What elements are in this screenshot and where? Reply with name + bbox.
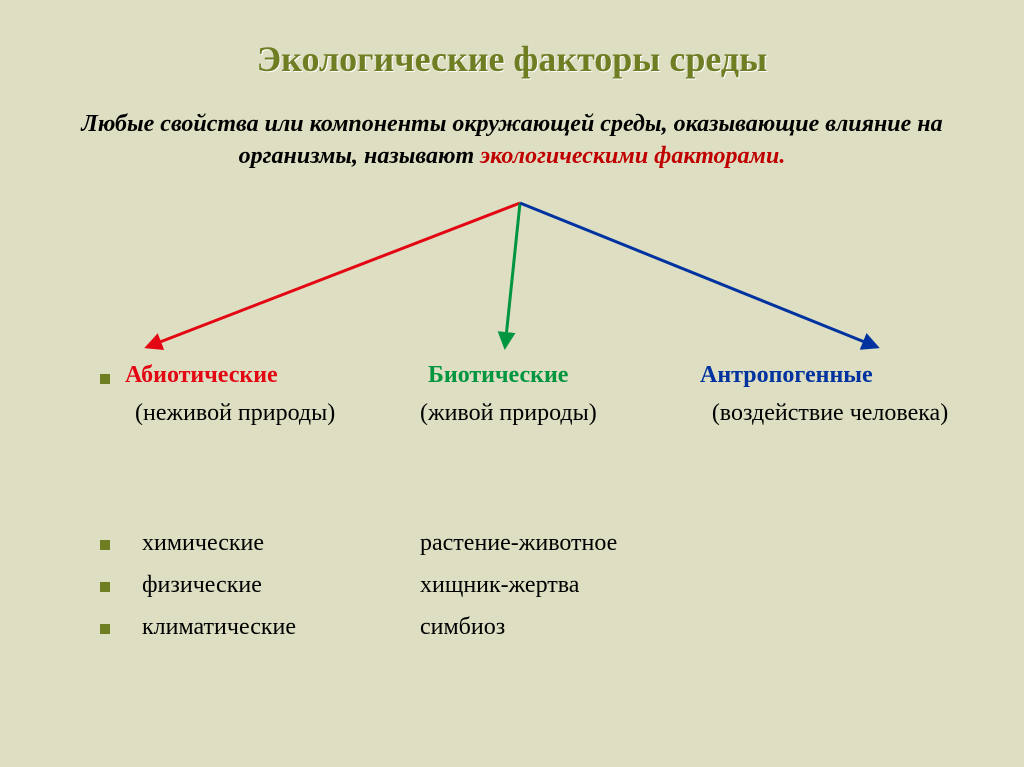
factor-label: Антропогенные — [700, 362, 873, 389]
example-col1: химические — [142, 530, 264, 557]
example-col2: симбиоз — [420, 614, 505, 641]
bullet-icon — [100, 540, 110, 550]
bullet-icon — [100, 582, 110, 592]
example-col1: климатические — [142, 614, 296, 641]
bullet-icon — [100, 624, 110, 634]
factor-subtext: (неживой природы) — [135, 400, 335, 427]
example-col2: хищник-жертва — [420, 572, 579, 599]
factor-label: Абиотические — [125, 362, 278, 389]
slide-root: Экологические факторы среды Любые свойст… — [0, 0, 1024, 767]
factor-subtext: (воздействие человека) — [700, 400, 960, 427]
bullet-icon — [100, 374, 110, 384]
factor-subtext: (живой природы) — [420, 400, 597, 427]
example-col2: растение-животное — [420, 530, 617, 557]
example-col1: физические — [142, 572, 262, 599]
factor-label: Биотические — [428, 362, 568, 389]
